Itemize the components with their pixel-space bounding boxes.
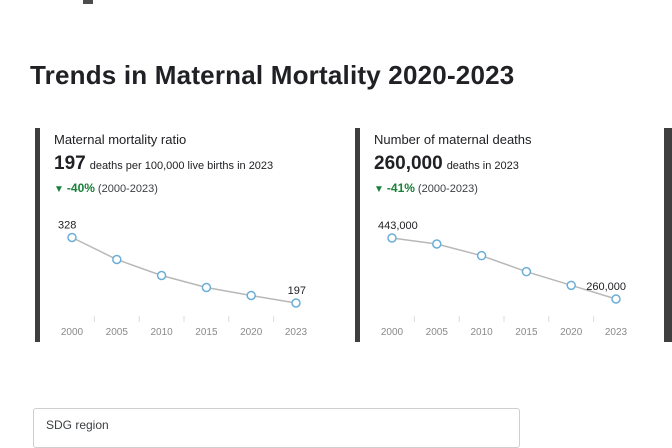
svg-text:2020: 2020 xyxy=(240,327,263,338)
stat-suffix: deaths per 100,000 live births in 2023 xyxy=(89,160,274,172)
svg-text:2005: 2005 xyxy=(106,327,129,338)
trend-period: (2000-2023) xyxy=(417,183,478,195)
region-selector-label: SDG region xyxy=(46,418,109,432)
svg-text:2000: 2000 xyxy=(61,327,84,338)
card-title: Number of maternal deaths xyxy=(374,132,532,147)
svg-text:2010: 2010 xyxy=(150,327,173,338)
chart-cards-row: Maternal mortality ratio 197 deaths per 1… xyxy=(35,128,640,342)
svg-text:2023: 2023 xyxy=(285,327,308,338)
card-title: Maternal mortality ratio xyxy=(54,132,187,147)
svg-text:443,000: 443,000 xyxy=(378,220,418,232)
svg-text:328: 328 xyxy=(58,220,76,232)
trend-percent: -41% xyxy=(386,181,415,195)
svg-text:260,000: 260,000 xyxy=(586,281,626,293)
svg-text:2015: 2015 xyxy=(195,327,218,338)
stat-line: 260,000 deaths in 2023 xyxy=(374,153,640,175)
svg-text:2015: 2015 xyxy=(515,327,538,338)
change-line: ▼ -40% (2000-2023) xyxy=(54,179,320,197)
svg-text:2023: 2023 xyxy=(605,327,628,338)
next-card-edge xyxy=(664,128,672,342)
svg-text:2000: 2000 xyxy=(381,327,404,338)
clipped-content-artifact xyxy=(83,0,93,4)
trend-percent: -40% xyxy=(66,181,95,195)
svg-text:2010: 2010 xyxy=(470,327,493,338)
trend-down-arrow-icon: ▼ xyxy=(54,184,64,195)
deaths-trend-chart: 443,000 260,000 2000 2005 2010 2015 2020 2023 xyxy=(378,220,628,338)
change-line: ▼ -41% (2000-2023) xyxy=(374,179,640,197)
maternal-mortality-ratio-card: Maternal mortality ratio 197 deaths per 1… xyxy=(35,128,320,342)
svg-text:197: 197 xyxy=(288,285,306,297)
region-selector[interactable]: SDG region xyxy=(33,408,520,448)
stat-suffix: deaths in 2023 xyxy=(446,160,519,172)
stat-line: 197 deaths per 100,000 live births in 202… xyxy=(54,153,320,175)
stat-value: 260,000 xyxy=(374,153,443,174)
page-title: Trends in Maternal Mortality 2020-2023 xyxy=(30,60,515,90)
mmr-trend-chart: 328 197 2000 2005 2010 2015 2020 2023 xyxy=(58,220,308,339)
stat-value: 197 xyxy=(54,153,86,174)
svg-text:2020: 2020 xyxy=(560,327,583,338)
trend-down-arrow-icon: ▼ xyxy=(374,184,384,195)
trend-period: (2000-2023) xyxy=(97,183,158,195)
maternal-deaths-card: Number of maternal deaths 260,000 deaths … xyxy=(355,128,640,342)
svg-text:2005: 2005 xyxy=(426,327,449,338)
